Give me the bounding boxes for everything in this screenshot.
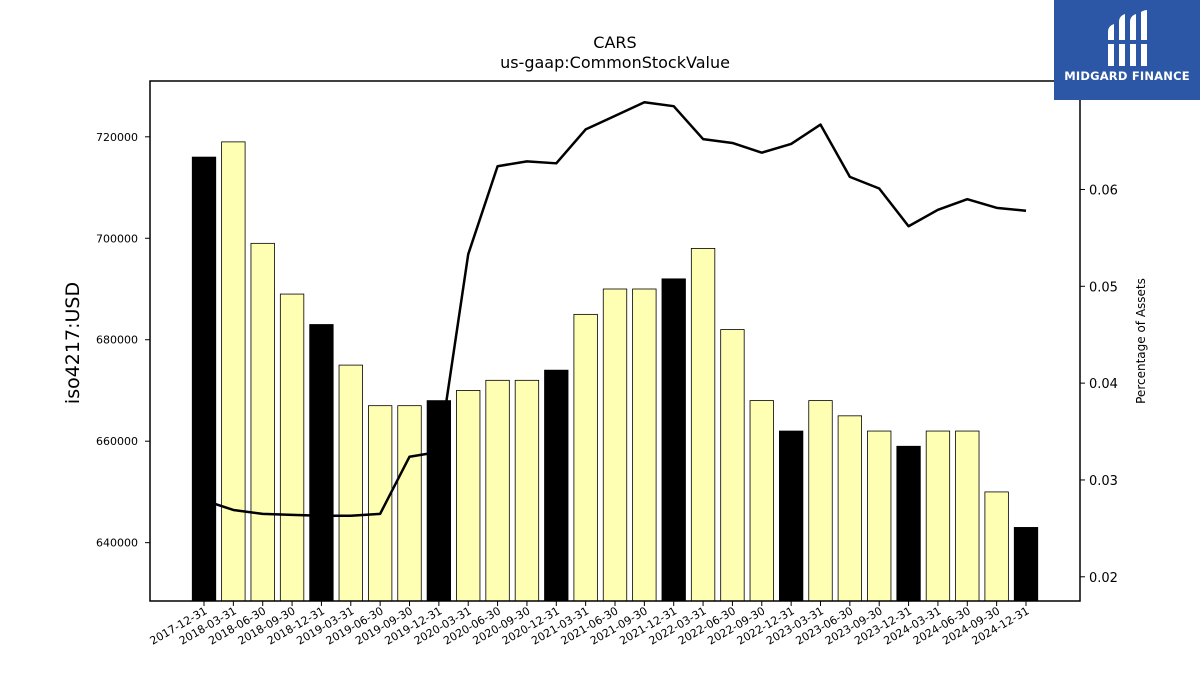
bar <box>779 430 804 602</box>
y-tick-label: 700000 <box>96 232 138 245</box>
y-tick-label: 720000 <box>96 131 138 144</box>
y-tick-label: 640000 <box>96 537 138 550</box>
chart-title: CARS <box>593 33 636 52</box>
bar <box>250 242 275 602</box>
bar <box>632 288 657 602</box>
bar <box>456 390 481 602</box>
bar <box>485 379 510 602</box>
bar <box>544 369 569 602</box>
bar <box>896 445 921 602</box>
y-tick-label: 660000 <box>96 435 138 448</box>
bar <box>191 156 217 602</box>
bar <box>221 141 246 602</box>
y2-tick-label: 0.03 <box>1089 474 1118 489</box>
left-axis-ticks: 640000 660000 680000 700000 720000 <box>96 131 150 550</box>
y2-tick-label: 0.05 <box>1089 280 1118 295</box>
bar <box>514 379 540 602</box>
bar <box>984 491 1009 602</box>
y2-tick-label: 0.06 <box>1089 183 1118 198</box>
line-series <box>203 101 1027 518</box>
bar <box>367 405 393 602</box>
bar <box>720 329 745 602</box>
midgard-logo-icon <box>1106 10 1149 66</box>
bar <box>426 400 451 602</box>
y2-tick-label: 0.02 <box>1089 571 1118 586</box>
y2-tick-label: 0.04 <box>1089 377 1118 392</box>
bar <box>690 248 716 602</box>
y-tick-label: 680000 <box>96 334 138 347</box>
bar <box>602 288 628 602</box>
bar <box>1013 527 1039 602</box>
y-axis-label: iso4217:USD <box>62 282 84 404</box>
bar <box>749 400 774 602</box>
bar <box>867 430 892 602</box>
chart-subtitle: us-gaap:CommonStockValue <box>500 53 730 72</box>
bar <box>808 400 833 602</box>
bar <box>309 324 334 602</box>
percentage-line <box>203 101 1027 518</box>
x-axis-ticks: 2017-12-312018-03-312018-06-302018-09-30… <box>148 601 1032 648</box>
bar <box>279 293 305 602</box>
brand-name: MIDGARD FINANCE <box>1064 69 1190 83</box>
bar <box>661 278 686 602</box>
bar <box>338 364 363 602</box>
bar <box>837 415 862 602</box>
bar-series <box>191 141 1039 602</box>
brand-logo: MIDGARD FINANCE <box>1054 0 1200 100</box>
bar <box>397 405 422 602</box>
bar <box>955 430 980 602</box>
right-axis-ticks: 0.02 0.03 0.04 0.05 0.06 <box>1080 183 1118 586</box>
bar <box>573 313 598 602</box>
bar <box>925 430 951 602</box>
y2-axis-label: Percentage of Assets <box>1134 278 1148 404</box>
